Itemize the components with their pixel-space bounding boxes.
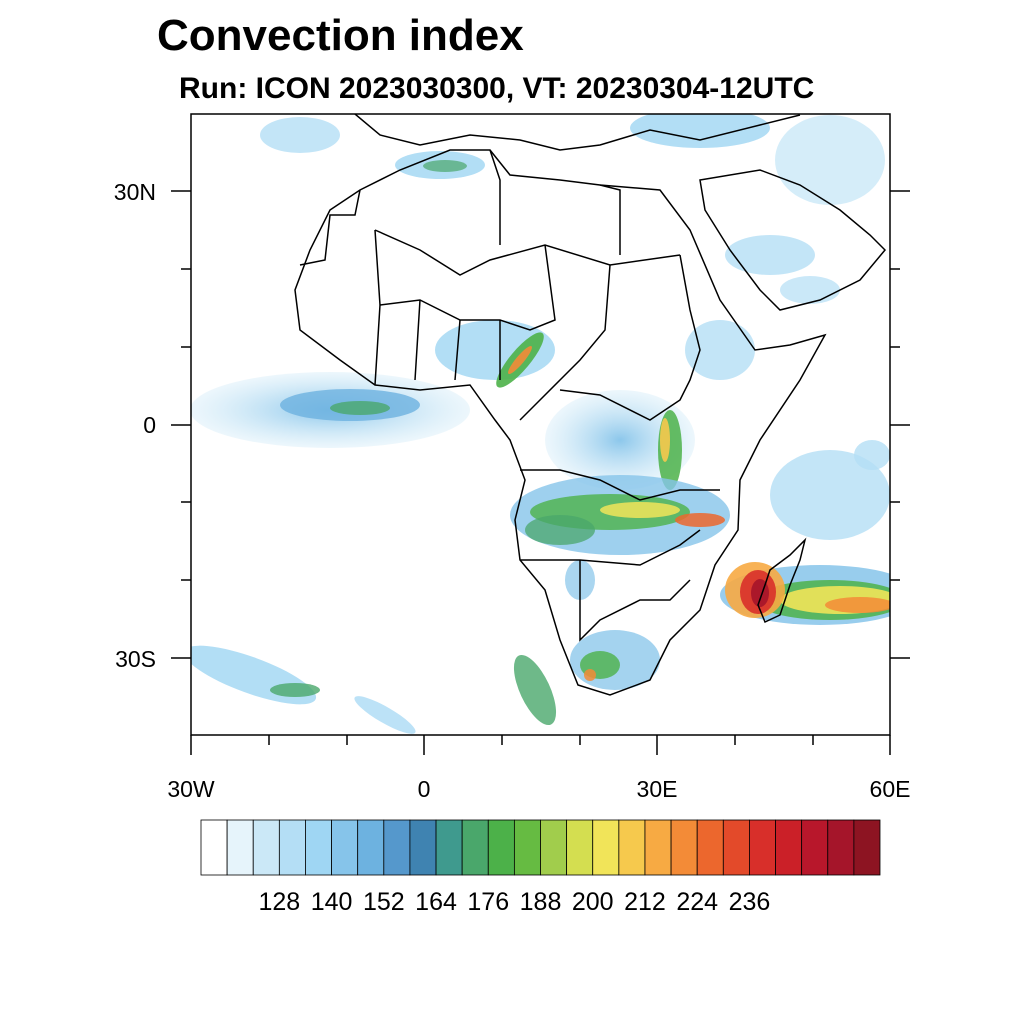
border-7 — [579, 560, 691, 642]
madagascar — [757, 537, 807, 624]
colorbar-box — [749, 819, 776, 876]
colorbar-box — [670, 819, 698, 876]
coastlines — [294, 114, 887, 696]
colorbar-box — [383, 819, 411, 876]
colorbar-box — [200, 819, 228, 876]
colorbar-box — [409, 819, 437, 876]
colorbar — [200, 819, 881, 876]
border-9 — [299, 189, 381, 306]
field-zambia-red — [675, 513, 725, 527]
colorbar-label: 212 — [624, 888, 666, 916]
field-zambia-yellow — [600, 502, 680, 518]
colorbar-box — [487, 819, 515, 876]
field-ne-blue — [854, 440, 890, 470]
lat-label-30s: 30S — [115, 646, 156, 672]
colorbar-box — [801, 819, 829, 876]
colorbar-label: 200 — [571, 888, 614, 916]
colorbar-label: 128 — [258, 888, 301, 916]
field-lakes-hot — [660, 418, 670, 462]
lat-label-0: 0 — [143, 412, 156, 438]
field-middle-east — [775, 115, 885, 205]
colorbar-box — [722, 819, 750, 876]
colorbar-box — [461, 819, 489, 876]
colorbar-box — [331, 819, 359, 876]
border-1 — [374, 229, 681, 276]
colorbar-box — [775, 819, 803, 876]
field-sa-hot — [584, 669, 596, 681]
colorbar-box — [305, 819, 332, 876]
colorbar-label: 224 — [676, 888, 719, 916]
field-north-atlantic — [260, 117, 340, 153]
africa-coastline — [294, 149, 827, 696]
field-ethiopia — [685, 320, 755, 380]
colorbar-box — [696, 819, 724, 876]
border-5 — [520, 469, 720, 501]
convection-field — [191, 114, 890, 734]
colorbar-box — [435, 819, 463, 876]
field-arabia-2 — [780, 276, 840, 304]
colorbar-label: 236 — [728, 888, 771, 916]
colorbar-label: 188 — [519, 888, 562, 916]
lon-label-30w: 30W — [167, 776, 215, 802]
field-atlantic-green — [330, 401, 390, 415]
colorbar-box — [513, 819, 541, 876]
border-6 — [520, 529, 701, 566]
border-10 — [489, 149, 621, 255]
colorbar-box — [566, 819, 594, 876]
field-angola-west — [525, 515, 595, 545]
lon-label-0: 0 — [417, 776, 431, 802]
field-cameroon-hot — [508, 345, 532, 375]
colorbar-box — [618, 819, 646, 876]
field-sw-tail — [354, 696, 416, 734]
lat-label-30n: 30N — [113, 179, 156, 205]
colorbar-box — [853, 819, 881, 876]
field-arabia — [725, 235, 815, 275]
lon-label-60e: 60E — [869, 776, 911, 802]
field-indian-ocean-east — [770, 450, 890, 540]
colorbar-box — [278, 819, 306, 876]
colorbar-box — [827, 819, 855, 876]
colorbar-box — [644, 819, 672, 876]
lon-label-30e: 30E — [636, 776, 678, 802]
europe-coast — [354, 114, 801, 151]
colorbar-box — [252, 819, 280, 876]
colorbar-box — [226, 819, 254, 876]
field-cape-band — [513, 654, 557, 726]
field-med-core — [423, 160, 467, 172]
colorbar-label: 152 — [362, 888, 405, 916]
field-sw-atlantic — [191, 645, 317, 705]
chart-subtitle: Run: ICON 2023030300, VT: 20230304-12UTC — [179, 72, 815, 105]
border-8 — [374, 299, 501, 386]
colorbar-label: 164 — [415, 888, 457, 916]
chart-title: Convection index — [157, 11, 524, 60]
border-4 — [559, 254, 701, 421]
colorbar-box — [540, 819, 568, 876]
colorbar-label: 140 — [310, 888, 353, 916]
border-3 — [519, 264, 611, 421]
arabia — [699, 169, 887, 311]
colorbar-box — [592, 819, 620, 876]
border-2 — [379, 244, 556, 331]
colorbar-box — [357, 819, 385, 876]
field-turkey — [630, 114, 770, 148]
map-ticks — [171, 190, 910, 755]
colorbar-label: 176 — [467, 888, 510, 916]
field-sw-green — [270, 683, 320, 697]
field-indian-orange — [825, 597, 890, 613]
